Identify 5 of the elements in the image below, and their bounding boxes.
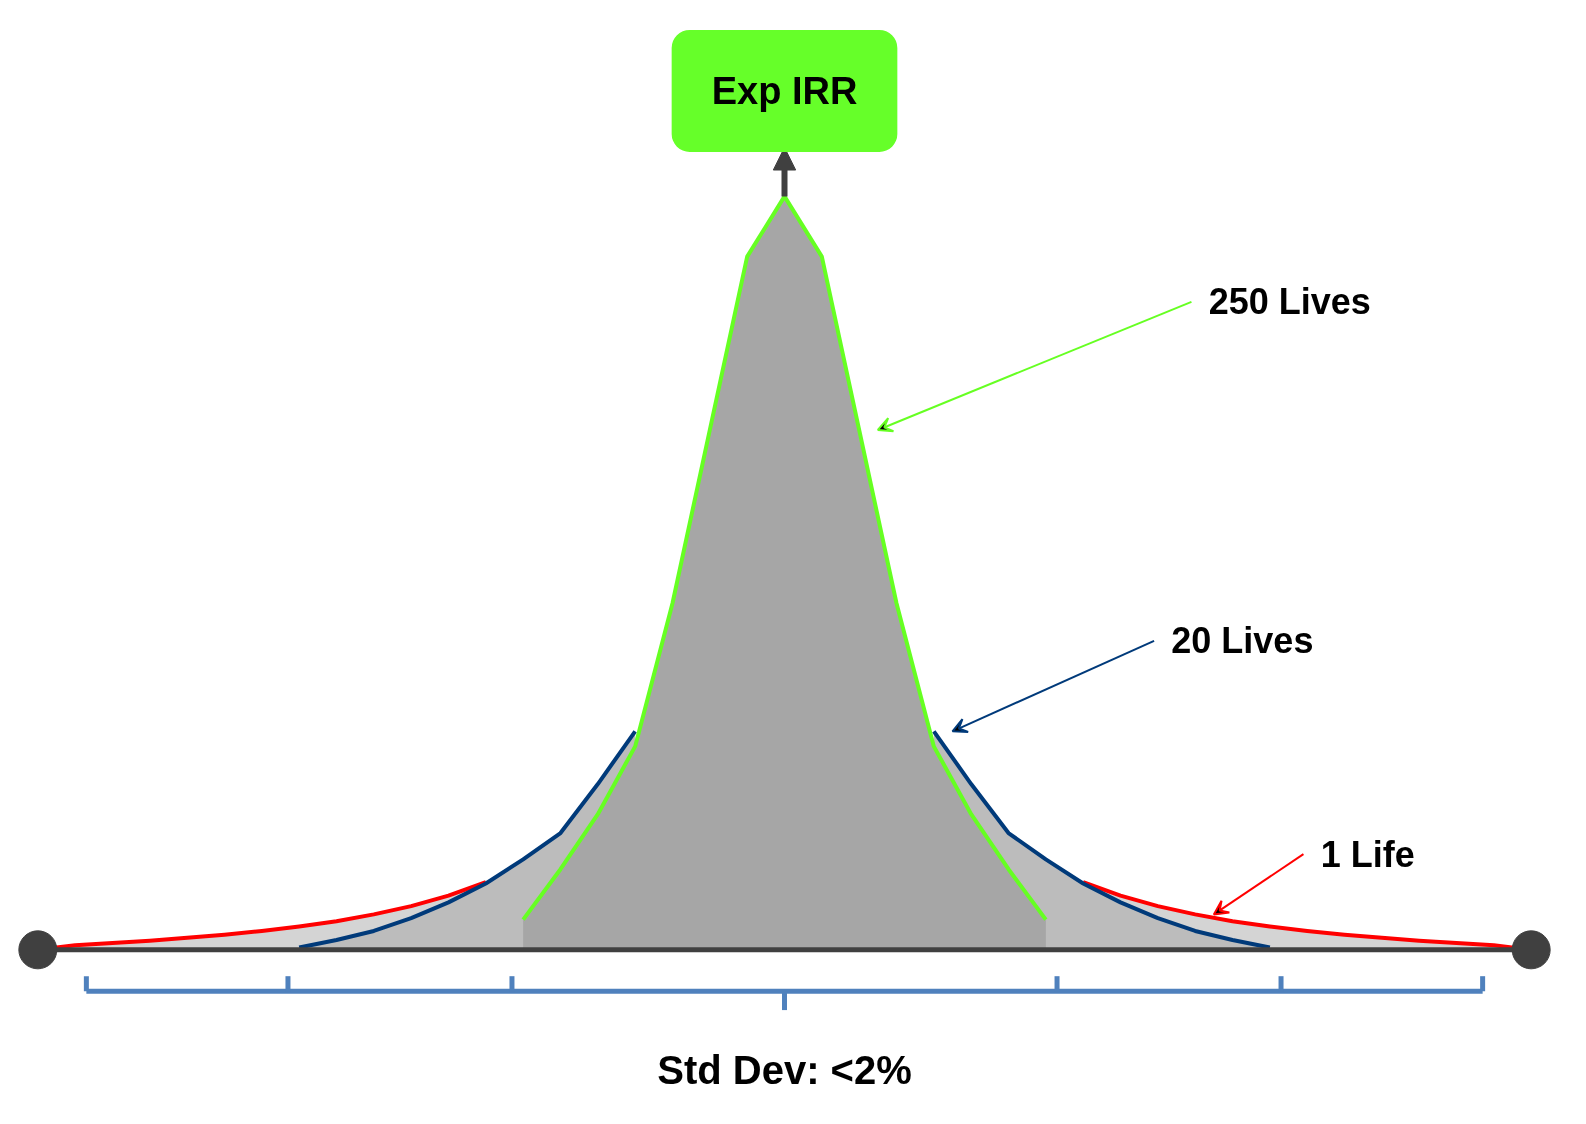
- text: 250 Lives: [1208, 281, 1371, 323]
- text: Exp IRR: [711, 69, 858, 112]
- text: Std Dev: <2%: [657, 1048, 912, 1093]
- text: 20 Lives: [1171, 620, 1314, 662]
- series-label: 1 Life: [1320, 833, 1415, 875]
